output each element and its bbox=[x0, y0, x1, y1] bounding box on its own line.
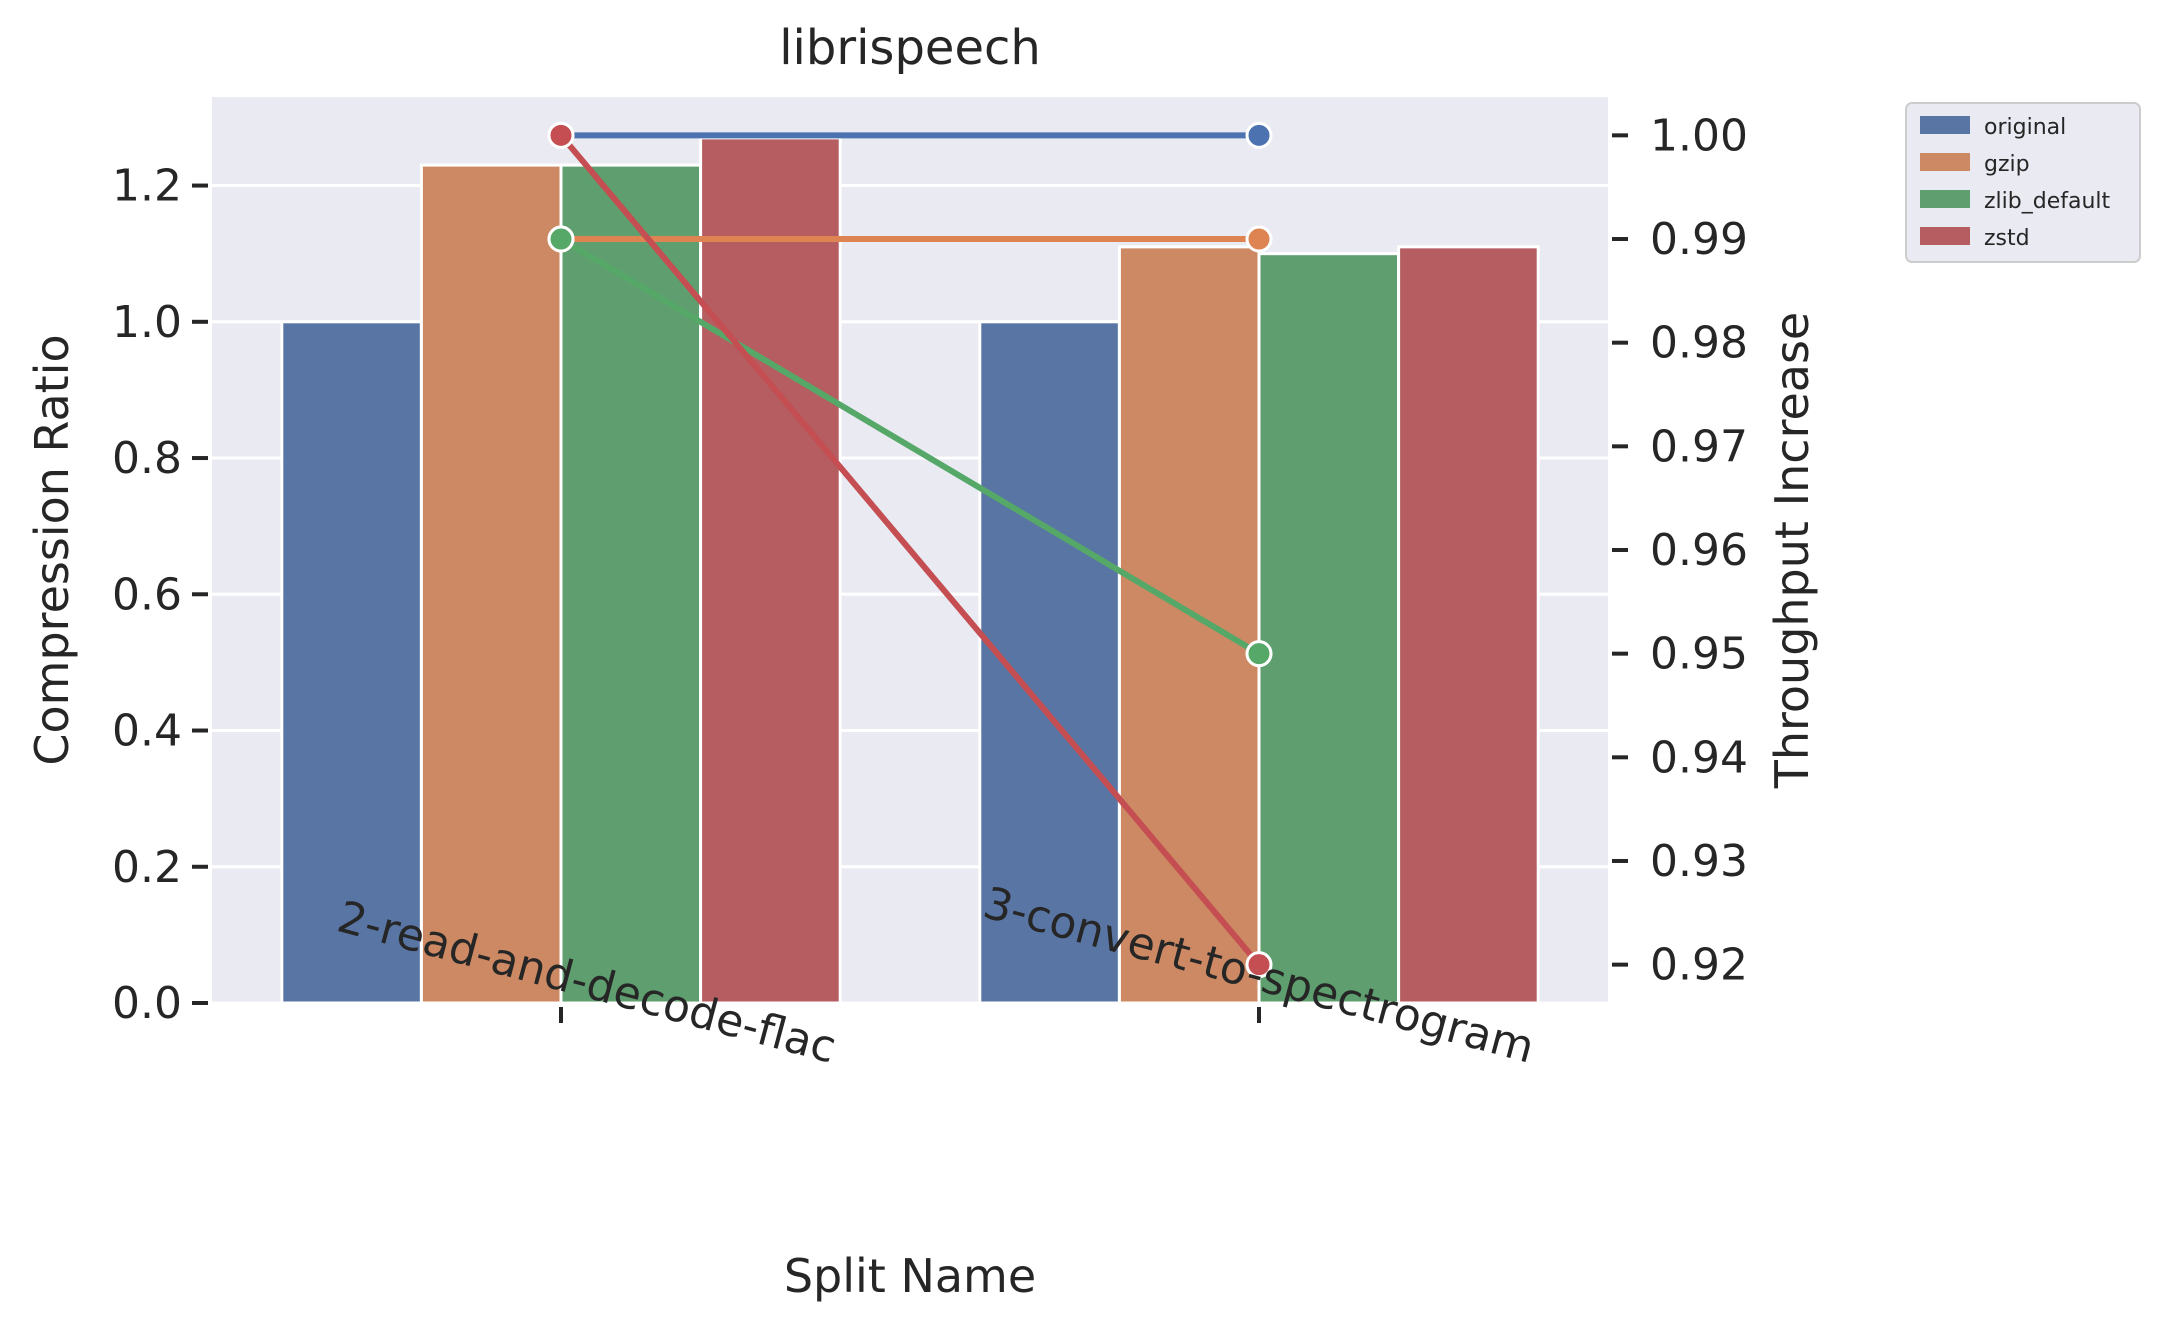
bar bbox=[1117, 245, 1261, 1005]
throughput-point bbox=[1245, 640, 1273, 668]
legend-swatch bbox=[1920, 227, 1970, 245]
throughput-point bbox=[1245, 951, 1273, 979]
y2-tick-label: 1.00 bbox=[1650, 110, 1748, 161]
throughput-point bbox=[547, 225, 575, 253]
throughput-point bbox=[547, 121, 575, 149]
legend-label: original bbox=[1984, 115, 2066, 140]
y2-tick-label: 0.92 bbox=[1650, 940, 1748, 991]
bar bbox=[419, 163, 563, 1005]
legend-swatch bbox=[1920, 116, 1970, 134]
y2-tick-label: 0.99 bbox=[1650, 214, 1748, 265]
y2-tick-label: 0.97 bbox=[1650, 421, 1748, 472]
y-tick-label: 0.4 bbox=[112, 706, 182, 757]
y2-tick-label: 0.94 bbox=[1650, 732, 1748, 783]
throughput-lines bbox=[547, 121, 1273, 979]
x-axis-title: Split Name bbox=[784, 1249, 1036, 1303]
y-tick-label: 0.6 bbox=[112, 569, 182, 620]
y-tick-label: 0.0 bbox=[112, 978, 182, 1029]
bars bbox=[280, 136, 1540, 1005]
throughput-line bbox=[558, 133, 1262, 967]
throughput-line bbox=[559, 236, 1261, 657]
bar bbox=[1257, 252, 1401, 1005]
y2-tick-label: 0.98 bbox=[1650, 318, 1748, 369]
bar bbox=[699, 136, 842, 1005]
bar bbox=[1397, 245, 1540, 1005]
legend-label: zstd bbox=[1984, 226, 2030, 251]
legend-label: zlib_default bbox=[1984, 189, 2111, 214]
throughput-point bbox=[1245, 225, 1273, 253]
y-axis-title: Compression Ratio bbox=[25, 334, 79, 765]
y-tick-label: 0.2 bbox=[112, 842, 182, 893]
legend-frame bbox=[1905, 102, 2141, 263]
legend-swatch bbox=[1920, 153, 1970, 171]
y-axis-left: 0.0 0.2 0.4 0.6 0.8 1.0 1.2 bbox=[112, 161, 208, 1029]
legend-swatch bbox=[1920, 190, 1970, 208]
chart-title: librispeech bbox=[779, 20, 1041, 76]
y2-axis-title: Throughput Increase bbox=[1765, 312, 1819, 790]
y2-tick-label: 0.96 bbox=[1650, 525, 1748, 576]
y2-tick-label: 0.93 bbox=[1650, 836, 1748, 887]
y-tick-label: 0.8 bbox=[112, 433, 182, 484]
legend-label: gzip bbox=[1984, 152, 2030, 177]
throughput-point bbox=[1245, 121, 1273, 149]
y2-tick-label: 0.95 bbox=[1650, 629, 1748, 680]
y-axis-right: 0.92 0.93 0.94 0.95 0.96 0.97 0.98 0.99 1.00 bbox=[1612, 110, 1748, 991]
y-tick-label: 1.2 bbox=[112, 161, 182, 212]
bar bbox=[559, 163, 703, 1005]
y-tick-label: 1.0 bbox=[112, 297, 182, 348]
